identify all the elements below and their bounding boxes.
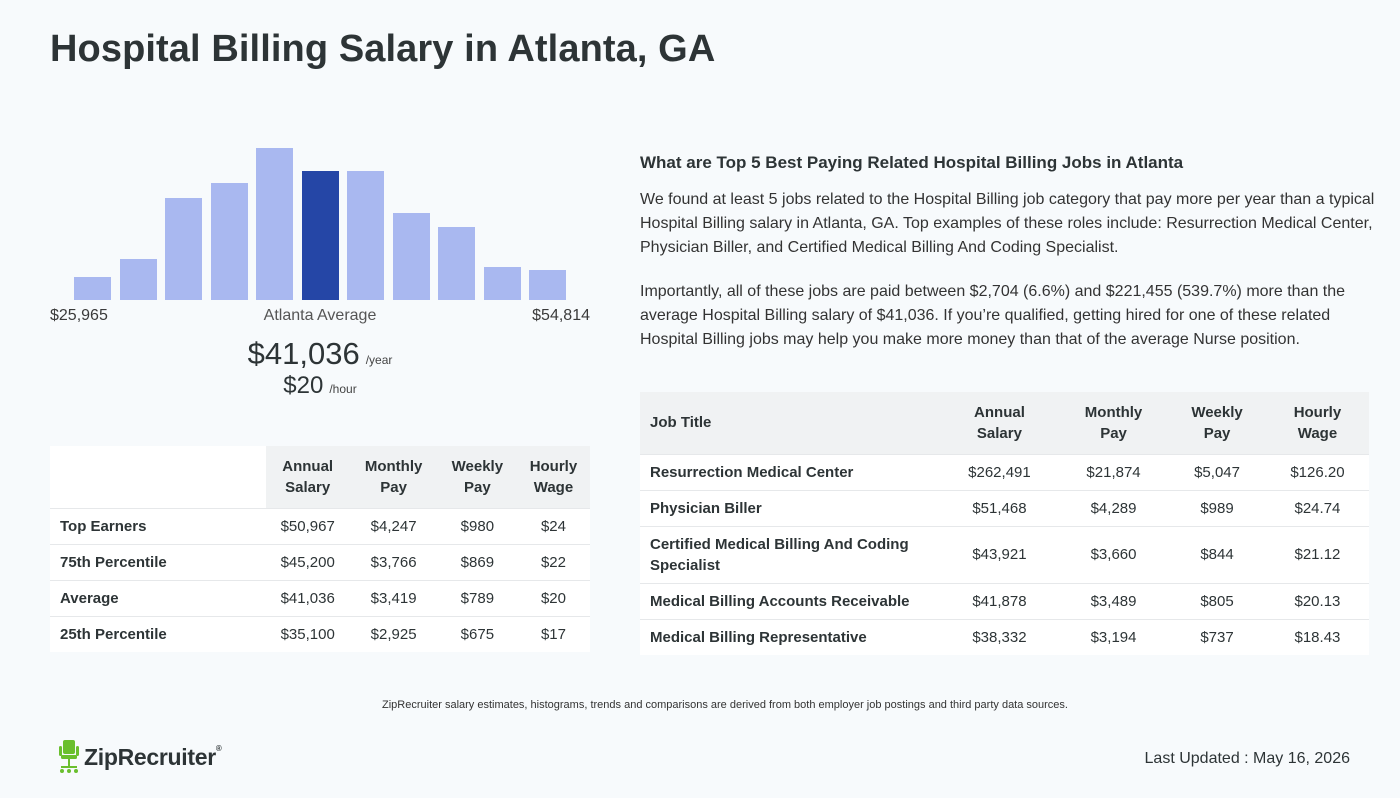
histogram-bar xyxy=(119,259,157,300)
table-cell: $38,332 xyxy=(940,618,1059,655)
table-row: Medical Billing Accounts Receivable $41,8… xyxy=(640,582,1369,619)
table-row: Certified Medical Billing And Coding Spe… xyxy=(640,525,1369,583)
row-label: Medical Billing Accounts Receivable xyxy=(640,582,940,619)
related-jobs-paragraph-1: We found at least 5 jobs related to the … xyxy=(640,191,1375,256)
table-cell: $17 xyxy=(516,615,590,652)
row-label: Medical Billing Representative xyxy=(640,618,940,655)
logo-text: ZipRecruiter® xyxy=(84,743,222,771)
row-label: Certified Medical Billing And Coding Spe… xyxy=(640,525,940,583)
percentile-table: Annual Salary Monthly Pay Weekly Pay Hourly Wag… xyxy=(50,446,590,652)
hourly-unit: /hour xyxy=(329,382,357,396)
table-cell: $22 xyxy=(516,543,590,580)
column-header: Monthly Pay xyxy=(1058,392,1169,454)
related-jobs-paragraph-2: Importantly, all of these jobs are paid … xyxy=(640,283,1346,348)
logo-registered-mark: ® xyxy=(215,743,222,753)
column-header: Hourly Wage xyxy=(1265,392,1369,454)
table-cell: $980 xyxy=(437,507,517,544)
table-cell: $41,036 xyxy=(266,579,350,616)
table-cell: $21.12 xyxy=(1265,525,1369,583)
column-header: Weekly Pay xyxy=(437,446,517,508)
histogram-bar xyxy=(256,148,293,300)
table-cell: $675 xyxy=(437,615,517,652)
yearly-unit: /year xyxy=(365,353,393,367)
table-row: Average $41,036 $3,419 $789 $20 xyxy=(50,579,590,616)
table-cell: $989 xyxy=(1168,489,1266,526)
histogram-bar xyxy=(347,171,384,300)
column-header: Hourly Wage xyxy=(516,446,590,508)
column-header: Annual Salary xyxy=(266,446,350,508)
table-cell: $45,200 xyxy=(266,543,350,580)
average-hourly-wage: $20/hour xyxy=(50,372,590,400)
table-cell: $20.13 xyxy=(1265,582,1369,619)
histogram-max-label: $54,814 xyxy=(532,307,590,324)
histogram-bar xyxy=(74,277,111,300)
table-row: Medical Billing Representative $38,332 $3,… xyxy=(640,618,1369,655)
table-row: Physician Biller $51,468 $4,289 $989 $24.74 xyxy=(640,489,1369,526)
table-cell: $50,967 xyxy=(266,507,350,544)
histogram-min-label: $25,965 xyxy=(50,307,108,324)
histogram-bar xyxy=(210,183,248,300)
column-header: Weekly Pay xyxy=(1168,392,1266,454)
page-title: Hospital Billing Salary in Atlanta, GA xyxy=(50,28,716,70)
table-cell: $737 xyxy=(1168,618,1266,655)
related-jobs-table: Job Title Annual Salary Monthly Pay Weekly Pay… xyxy=(640,392,1369,655)
table-cell: $3,489 xyxy=(1058,582,1169,619)
row-label: 25th Percentile xyxy=(50,615,266,652)
row-label: Resurrection Medical Center xyxy=(640,453,940,490)
column-header: Monthly Pay xyxy=(349,446,438,508)
chair-icon xyxy=(59,740,79,773)
histogram-bar xyxy=(483,267,521,300)
table-cell: $4,247 xyxy=(349,507,438,544)
table-row: 75th Percentile $45,200 $3,766 $869 $22 xyxy=(50,543,590,580)
yearly-salary-value: $41,036 xyxy=(247,336,360,371)
table-cell: $5,047 xyxy=(1168,453,1266,490)
hourly-wage-value: $20 xyxy=(283,372,324,399)
ziprecruiter-logo[interactable]: ZipRecruiter® xyxy=(58,740,222,774)
footnote: ZipRecruiter salary estimates, histogram… xyxy=(382,699,1068,711)
table-row: Top Earners $50,967 $4,247 $980 $24 xyxy=(50,507,590,544)
table-cell: $3,660 xyxy=(1058,525,1169,583)
row-label: Average xyxy=(50,579,266,616)
table-cell: $43,921 xyxy=(940,525,1059,583)
salary-histogram xyxy=(50,140,590,300)
table-cell: $789 xyxy=(437,579,517,616)
histogram-average-label: Atlanta Average xyxy=(263,307,377,324)
histogram-bar xyxy=(438,227,475,300)
column-header xyxy=(50,446,266,508)
table-cell: $21,874 xyxy=(1058,453,1169,490)
related-jobs-title: What are Top 5 Best Paying Related Hospi… xyxy=(640,153,1184,172)
histogram-bar xyxy=(165,198,202,300)
table-row: Resurrection Medical Center $262,491 $21,8… xyxy=(640,453,1369,490)
column-header: Annual Salary xyxy=(940,392,1059,454)
histogram-bar xyxy=(301,171,339,300)
table-cell: $3,766 xyxy=(349,543,438,580)
table-cell: $126.20 xyxy=(1265,453,1369,490)
table-cell: $805 xyxy=(1168,582,1266,619)
last-updated: Last Updated : May 16, 2026 xyxy=(1144,750,1350,767)
row-label: 75th Percentile xyxy=(50,543,266,580)
row-label: Physician Biller xyxy=(640,489,940,526)
average-yearly-salary: $41,036/year xyxy=(50,336,590,372)
histogram-bar xyxy=(529,270,566,300)
row-label: Top Earners xyxy=(50,507,266,544)
table-cell: $24.74 xyxy=(1265,489,1369,526)
table-cell: $18.43 xyxy=(1265,618,1369,655)
table-cell: $35,100 xyxy=(266,615,350,652)
logo-wordmark: ZipRecruiter xyxy=(84,743,216,770)
table-cell: $3,194 xyxy=(1058,618,1169,655)
table-cell: $24 xyxy=(516,507,590,544)
table-cell: $869 xyxy=(437,543,517,580)
table-cell: $20 xyxy=(516,579,590,616)
table-cell: $4,289 xyxy=(1058,489,1169,526)
table-cell: $51,468 xyxy=(940,489,1059,526)
table-cell: $3,419 xyxy=(349,579,438,616)
table-cell: $844 xyxy=(1168,525,1266,583)
table-cell: $2,925 xyxy=(349,615,438,652)
table-cell: $41,878 xyxy=(940,582,1059,619)
histogram-bar xyxy=(392,213,430,300)
table-cell: $262,491 xyxy=(940,453,1059,490)
column-header: Job Title xyxy=(640,392,940,454)
table-row: 25th Percentile $35,100 $2,925 $675 $17 xyxy=(50,615,590,652)
